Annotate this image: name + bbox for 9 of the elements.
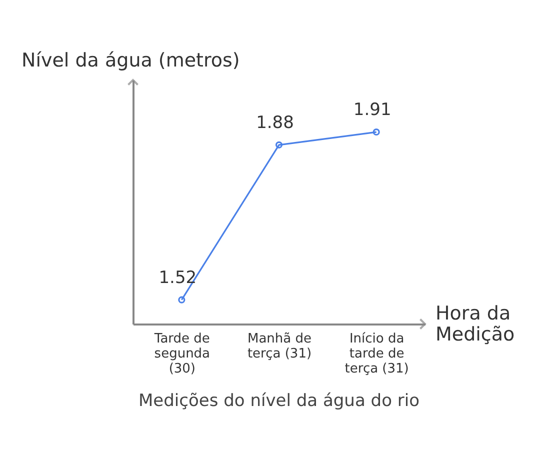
y-axis-title: Nível da água (metros) (22, 50, 240, 72)
x-tick-label: Tarde de segunda (30) (153, 332, 210, 376)
x-axis-title: Hora da Medição (436, 302, 515, 346)
data-label: 1.91 (353, 100, 392, 120)
data-label: 1.52 (158, 268, 197, 288)
x-tick-label: Início da tarde de terça (31) (344, 332, 409, 376)
data-label: 1.88 (256, 112, 294, 133)
text: Medições do nível da água do rio (138, 391, 420, 411)
x-tick-label: Manhã de terça (31) (247, 332, 312, 362)
